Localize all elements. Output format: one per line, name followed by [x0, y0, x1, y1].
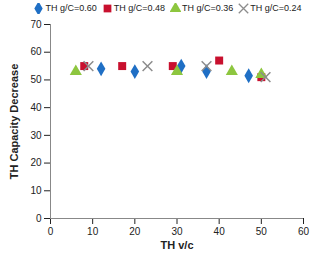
svg-text:TH v/c: TH v/c: [160, 239, 193, 251]
html-text:TH g/C=0.24: TH g/C=0.24: [250, 3, 302, 13]
svg-text:40: 40: [214, 226, 226, 237]
svg-text:70: 70: [30, 19, 42, 30]
svg-text:60: 60: [30, 46, 42, 57]
svg-text:30: 30: [30, 130, 42, 141]
html-text:TH g/C=0.48: TH g/C=0.48: [113, 3, 165, 13]
svg-text:20: 20: [30, 157, 42, 168]
svg-text:10: 10: [30, 185, 42, 196]
svg-text:50: 50: [256, 226, 268, 237]
html-text:TH g/C=0.36: TH g/C=0.36: [182, 3, 234, 13]
svg-text:10: 10: [87, 226, 99, 237]
svg-text:60: 60: [298, 226, 310, 237]
svg-text:0: 0: [48, 226, 54, 237]
svg-text:TH Capacity Decrease: TH Capacity Decrease: [8, 64, 20, 180]
svg-text:40: 40: [30, 102, 42, 113]
svg-text:20: 20: [129, 226, 141, 237]
html-text:TH g/C=0.60: TH g/C=0.60: [45, 3, 97, 13]
svg-text:50: 50: [30, 74, 42, 85]
svg-text:30: 30: [171, 226, 183, 237]
svg-text:0: 0: [36, 213, 42, 224]
